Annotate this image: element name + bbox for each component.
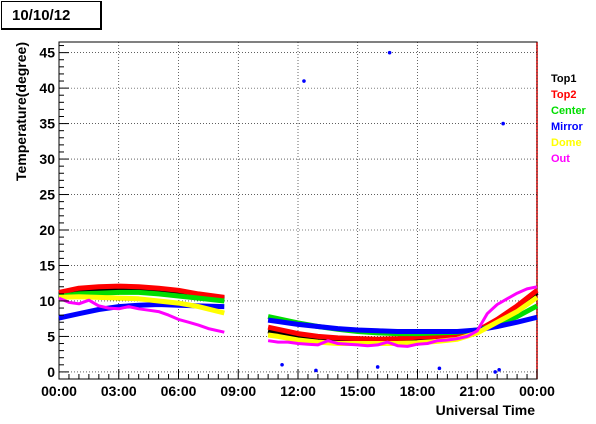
y-tick-label: 30 <box>39 151 55 167</box>
y-tick-label: 45 <box>39 45 55 61</box>
outlier-layer <box>280 50 505 374</box>
x-tick-label: 00:00 <box>519 383 555 399</box>
series-layer <box>58 283 539 348</box>
grid-lines <box>58 42 538 379</box>
mirror-outlier-point <box>314 368 318 373</box>
series-line-dome <box>267 295 539 346</box>
x-tick-label: 06:00 <box>161 383 197 399</box>
mirror-outlier-point <box>375 365 380 369</box>
series-line-dome <box>58 294 225 316</box>
y-tick-label: 35 <box>39 116 55 132</box>
series-line-out <box>58 296 225 334</box>
series-line-center <box>58 289 225 304</box>
title-box: 10/10/12 <box>1 1 102 30</box>
series-line-top2 <box>58 283 225 300</box>
x-tick-label: 09:00 <box>220 383 256 399</box>
y-axis-label: Temperature(degree) <box>13 42 29 181</box>
y-tick-label: 15 <box>39 257 55 273</box>
chart-title: 10/10/12 <box>12 7 71 24</box>
mirror-outlier-point <box>387 50 392 55</box>
mirror-outlier-point <box>437 366 442 371</box>
y-tick-label: 5 <box>47 328 55 344</box>
legend-label-center: Center <box>551 105 587 117</box>
axes-layer: 0 5 10 15 20 25 30 35 40 45 00:00 03:00 06:00 09:00 12… <box>39 45 555 399</box>
x-tick-label: 21:00 <box>459 383 495 399</box>
y-tick-label: 10 <box>39 293 55 309</box>
series-line-out <box>267 285 538 348</box>
mirror-outlier-point <box>302 79 306 83</box>
mirror-outlier-point <box>493 370 497 374</box>
legend-label-out: Out <box>551 153 570 165</box>
legend-label-top1: Top1 <box>551 73 576 85</box>
x-tick-label: 03:00 <box>101 383 137 399</box>
legend: Top1 Top2 Center Mirror Dome Out <box>551 73 587 165</box>
legend-label-dome: Dome <box>551 137 582 149</box>
legend-label-top2: Top2 <box>551 89 576 101</box>
y-tick-label: 25 <box>39 187 55 203</box>
x-tick-label: 18:00 <box>400 383 436 399</box>
x-tick-label: 00:00 <box>41 383 77 399</box>
legend-label-mirror: Mirror <box>551 121 584 133</box>
y-tick-label: 20 <box>39 222 55 238</box>
mirror-outlier-point <box>497 367 501 372</box>
x-tick-label: 12:00 <box>280 383 316 399</box>
x-axis-label: Universal Time <box>436 402 536 418</box>
y-tick-label: 0 <box>47 364 55 380</box>
mirror-outlier-point <box>280 363 284 367</box>
x-tick-label: 15:00 <box>340 383 376 399</box>
mirror-outlier-point <box>501 121 505 126</box>
y-tick-label: 40 <box>39 80 55 96</box>
